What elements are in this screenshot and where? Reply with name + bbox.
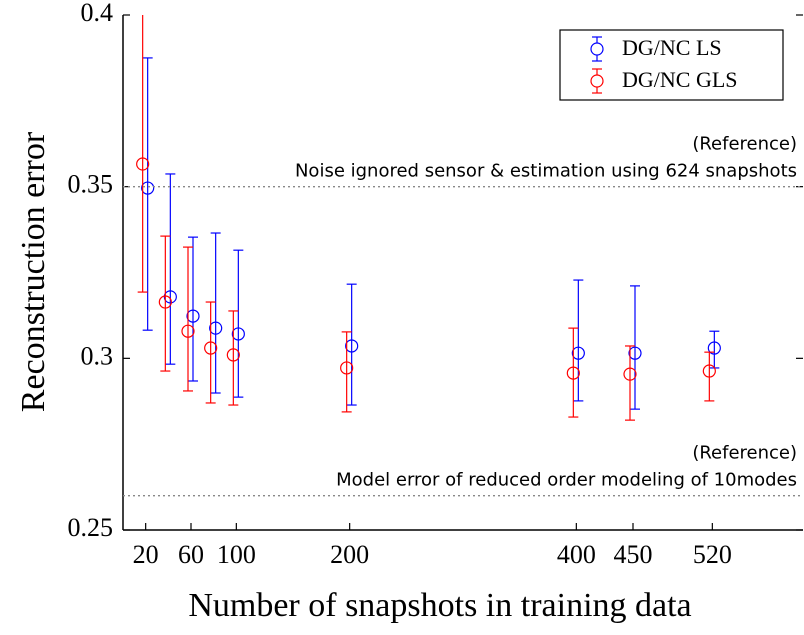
point [628,346,642,360]
point [623,367,637,381]
x-tick-label: 400 [557,540,596,569]
point [204,341,218,355]
point [340,361,354,375]
y-tick-label: 0.35 [68,170,114,199]
point [141,181,155,195]
point [226,348,240,362]
point [163,290,177,304]
legend-swatch [590,42,604,56]
point [345,339,359,353]
reference-annotation: (Reference) [692,134,797,155]
legend-label: DG/NC LS [622,35,722,60]
point [209,321,223,335]
legend-label: DG/NC GLS [622,67,738,92]
x-tick-label: 450 [614,540,653,569]
reference-annotation: Model error of reduced order modeling of… [336,470,797,491]
y-tick-label: 0.4 [81,0,114,27]
plot-area [136,15,721,421]
point [181,324,195,338]
point [231,327,245,341]
point [707,341,721,355]
reference-annotation: Noise ignored sensor & estimation using … [295,161,797,182]
point [571,346,585,360]
y-tick-label: 0.3 [81,341,114,370]
point [566,366,580,380]
point [158,295,172,309]
point [702,364,716,378]
legend-swatch [590,74,604,88]
point [186,309,200,323]
x-axis-label: Number of snapshots in training data [188,587,691,624]
x-tick-label: 60 [178,540,204,569]
x-tick-label: 100 [217,540,256,569]
point [136,157,150,171]
y-axis-label: Reconstruction error [15,131,52,412]
x-tick-label: 520 [693,540,732,569]
x-tick-label: 20 [133,540,159,569]
x-tick-label: 200 [330,540,369,569]
reference-annotation: (Reference) [692,443,797,464]
y-tick-label: 0.25 [68,513,114,542]
